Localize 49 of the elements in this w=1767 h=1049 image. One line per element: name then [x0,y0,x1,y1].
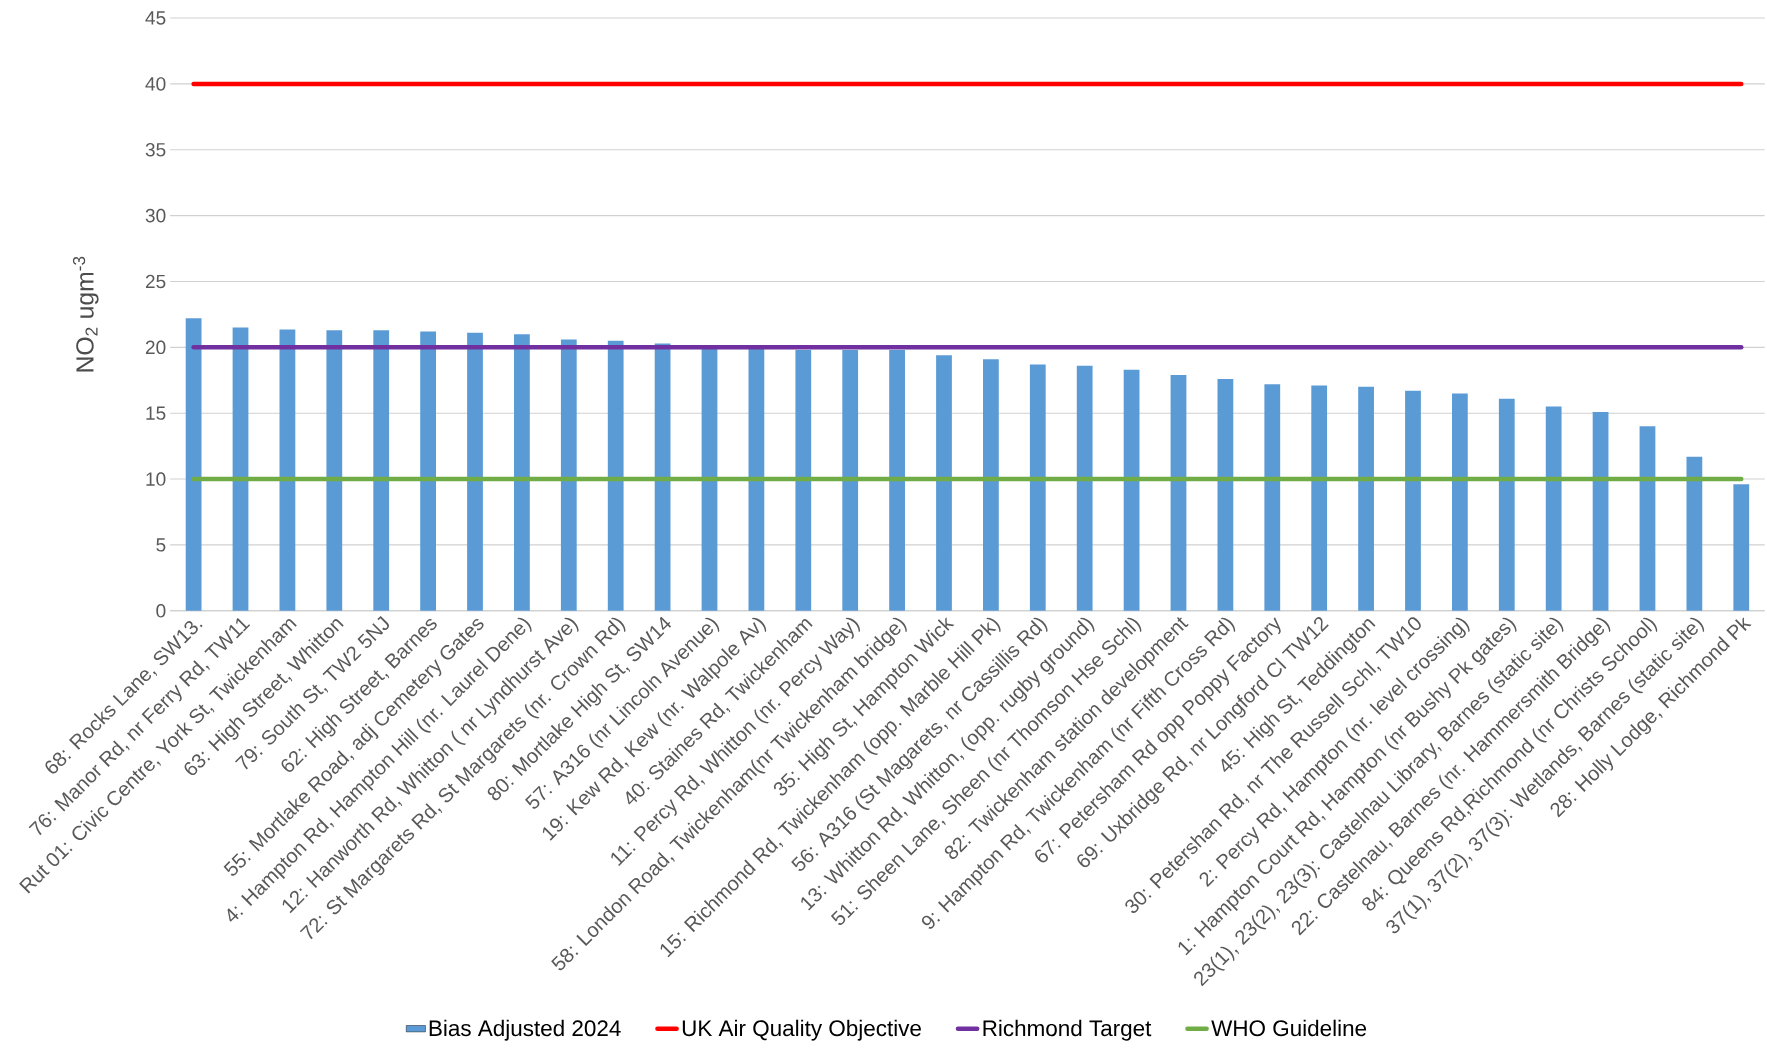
bar [701,348,718,611]
bar [748,348,765,611]
legend-label: Bias Adjusted 2024 [429,1019,621,1041]
y-tick-label: 10 [146,472,166,486]
bar [373,330,390,611]
bar [1545,406,1562,611]
y-tick-label: 5 [156,538,166,552]
bar [1733,484,1750,611]
legend-label: UK Air Quality Objective [682,1019,921,1041]
y-tick-label: 25 [145,274,166,289]
legend-label: Richmond Target [983,1019,1152,1041]
bar [467,332,483,611]
bar [420,331,436,611]
bar [1029,364,1046,611]
bar [1451,393,1468,611]
bar [1076,365,1093,611]
bar [795,349,812,611]
y-tick-label: 15 [146,406,166,420]
bar [1405,390,1421,611]
bar [1358,386,1374,611]
bar [889,349,905,611]
bar [842,349,859,611]
bar [185,318,202,611]
bar [279,329,296,611]
bar [1686,456,1703,611]
legend-label: WHO Guideline [1211,1019,1367,1037]
y-axis-title: NO$_{2}$ ugm$^{-3}$ [72,256,99,372]
bar [514,334,530,611]
bar [1264,384,1281,611]
bar [560,339,577,611]
y-tick-label: 40 [145,77,166,91]
bar [1592,411,1609,611]
y-tick-label: 45 [145,11,166,25]
y-tick-label: 0 [156,603,166,618]
bar [936,355,952,611]
y-tick-label: 20 [145,340,166,355]
bar [1170,374,1187,611]
bar [326,330,343,611]
y-tick-label: 35 [145,142,166,157]
bar [607,340,624,611]
bar [1311,385,1328,611]
bar [983,359,999,611]
y-tick-label: 30 [145,208,166,223]
bar [1123,369,1140,611]
bar [1217,378,1234,611]
bar [1498,398,1515,611]
bar [654,343,671,611]
bar [1639,426,1656,611]
bar [232,327,249,611]
